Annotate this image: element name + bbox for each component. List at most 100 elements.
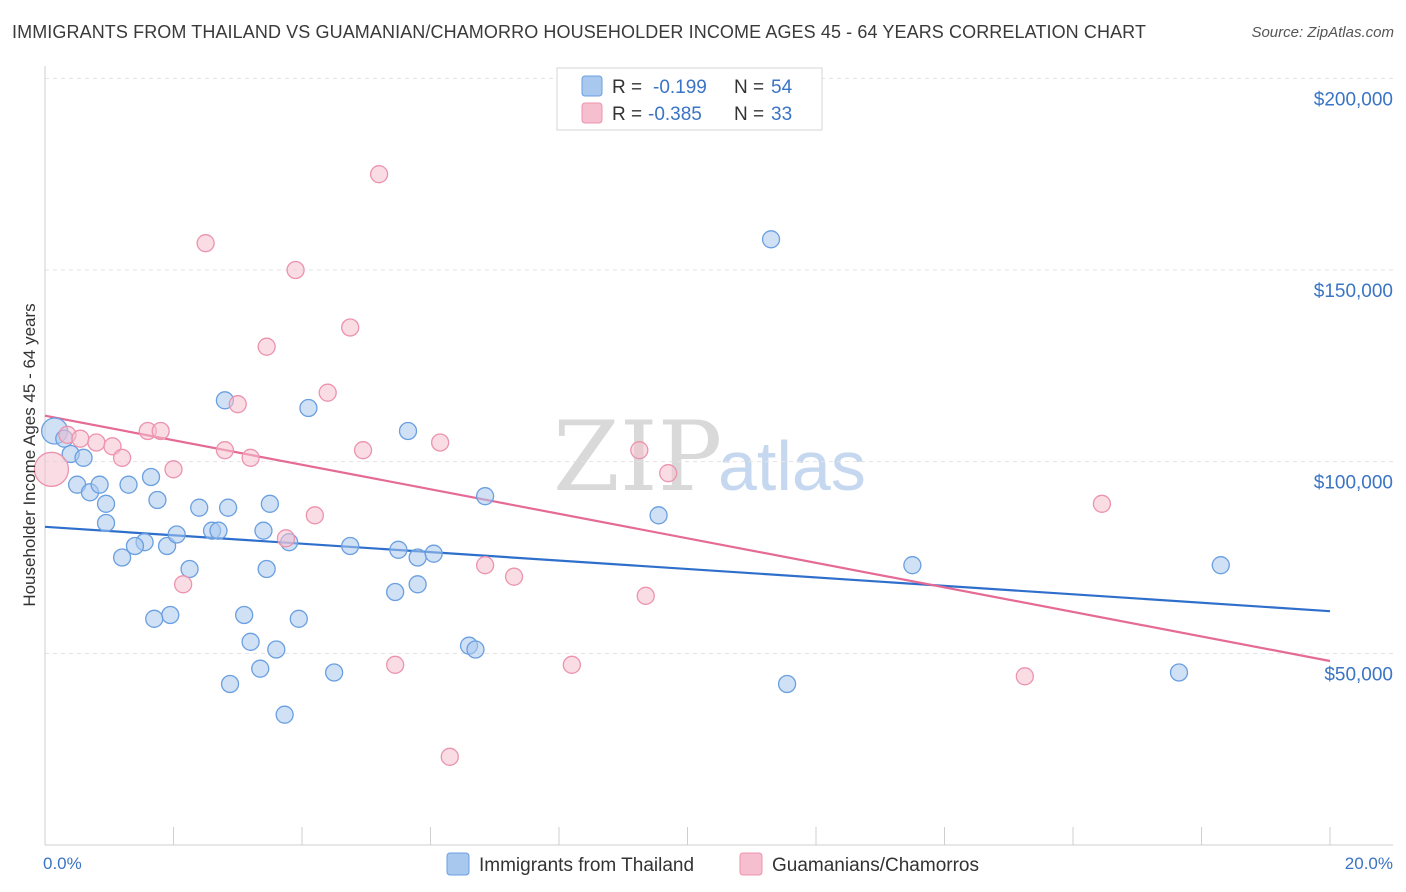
point-thailand: [141, 467, 161, 487]
data-points: [33, 165, 1230, 766]
y-tick-labels: $50,000 $100,000 $150,000 $200,000: [1314, 89, 1393, 685]
point-thailand: [398, 421, 418, 441]
point-chamorro: [151, 421, 170, 441]
point-chamorro: [305, 506, 325, 525]
point-chamorro: [341, 318, 360, 337]
point-thailand: [275, 705, 294, 724]
point-chamorro: [636, 586, 655, 605]
legend-n-value-1: 54: [771, 77, 793, 98]
x-tick-min: 0.0%: [43, 854, 82, 873]
point-thailand: [386, 582, 405, 602]
point-thailand: [257, 559, 276, 579]
point-thailand: [408, 575, 427, 594]
point-thailand: [119, 475, 138, 494]
point-thailand: [251, 659, 270, 678]
point-thailand: [424, 544, 443, 563]
point-chamorro: [369, 165, 389, 184]
point-chamorro: [112, 448, 132, 467]
point-thailand: [777, 674, 797, 694]
point-thailand: [761, 230, 781, 249]
point-chamorro: [71, 429, 90, 448]
y-axis-label: Householder Income Ages 45 - 64 years: [20, 303, 39, 606]
legend-swatch-thailand: [581, 75, 603, 97]
point-chamorro: [33, 451, 70, 487]
point-thailand: [74, 448, 93, 467]
point-thailand: [96, 513, 116, 533]
point-chamorro: [87, 433, 106, 452]
correlation-legend: R = -0.199 N = 54 R = -0.385 N = 33: [556, 67, 823, 131]
point-thailand: [341, 536, 360, 556]
bottom-legend-swatch-thailand: [446, 852, 470, 876]
x-tick-max: 20.0%: [1345, 854, 1393, 873]
point-thailand: [96, 494, 116, 513]
series-legend: Immigrants from Thailand Guamanians/Cham…: [446, 852, 979, 876]
point-chamorro: [353, 441, 373, 460]
legend-n-value-2: 33: [771, 104, 792, 125]
point-chamorro: [475, 556, 495, 575]
y-tick-label: $150,000: [1314, 281, 1393, 302]
point-thailand: [254, 521, 273, 540]
legend-r-label-1: R =: [612, 77, 642, 98]
point-thailand: [466, 640, 485, 659]
point-chamorro: [562, 655, 581, 674]
chart-title: IMMIGRANTS FROM THAILAND VS GUAMANIAN/CH…: [12, 22, 1147, 42]
point-thailand: [1211, 556, 1230, 575]
point-chamorro: [318, 383, 337, 402]
point-chamorro: [173, 575, 193, 594]
point-thailand: [218, 498, 238, 517]
point-chamorro: [1015, 667, 1034, 686]
point-chamorro: [286, 260, 305, 280]
trend-line-thailand: [44, 525, 1331, 613]
point-chamorro: [630, 441, 649, 460]
gridlines: [45, 77, 1393, 654]
bottom-legend-label-thailand: Immigrants from Thailand: [479, 855, 694, 876]
y-tick-label: $100,000: [1314, 473, 1393, 494]
point-thailand: [90, 475, 109, 494]
point-thailand: [324, 663, 344, 682]
point-thailand: [235, 605, 254, 625]
bottom-legend-label-chamorro: Guamanians/Chamorros: [772, 855, 979, 876]
legend-swatch-chamorro: [581, 102, 603, 124]
y-tick-label: $200,000: [1314, 89, 1393, 110]
legend-n-label-1: N =: [734, 77, 764, 98]
point-chamorro: [276, 529, 296, 548]
point-thailand: [145, 609, 164, 628]
watermark-atlas: atlas: [718, 427, 866, 505]
point-thailand: [220, 674, 240, 694]
legend-r-value-2: -0.385: [648, 104, 702, 125]
point-thailand: [389, 540, 408, 559]
source-credit: Source: ZipAtlas.com: [1251, 24, 1394, 41]
point-chamorro: [440, 747, 459, 766]
legend-n-label-2: N =: [734, 104, 764, 125]
point-thailand: [125, 536, 145, 556]
point-chamorro: [196, 234, 215, 253]
point-thailand: [161, 605, 180, 625]
point-thailand: [209, 521, 228, 540]
point-chamorro: [228, 395, 247, 414]
point-chamorro: [164, 460, 183, 479]
point-thailand: [408, 548, 427, 567]
point-chamorro: [1092, 494, 1112, 513]
bottom-legend-swatch-chamorro: [739, 852, 763, 876]
point-thailand: [1169, 663, 1189, 682]
legend-r-label-2: R =: [612, 104, 642, 125]
point-chamorro: [659, 464, 678, 483]
point-thailand: [475, 487, 495, 506]
point-thailand: [289, 609, 308, 628]
y-tick-label: $50,000: [1324, 664, 1393, 685]
legend-r-value-1: -0.199: [653, 77, 707, 98]
point-thailand: [649, 506, 668, 525]
point-thailand: [299, 398, 318, 418]
point-chamorro: [257, 337, 276, 356]
point-thailand: [180, 559, 199, 579]
point-chamorro: [215, 441, 235, 460]
point-chamorro: [241, 448, 260, 467]
point-thailand: [167, 525, 186, 544]
point-thailand: [267, 640, 286, 659]
point-chamorro: [430, 433, 450, 452]
point-thailand: [241, 632, 260, 651]
point-chamorro: [386, 655, 405, 674]
point-thailand: [148, 490, 167, 510]
point-chamorro: [504, 567, 524, 586]
